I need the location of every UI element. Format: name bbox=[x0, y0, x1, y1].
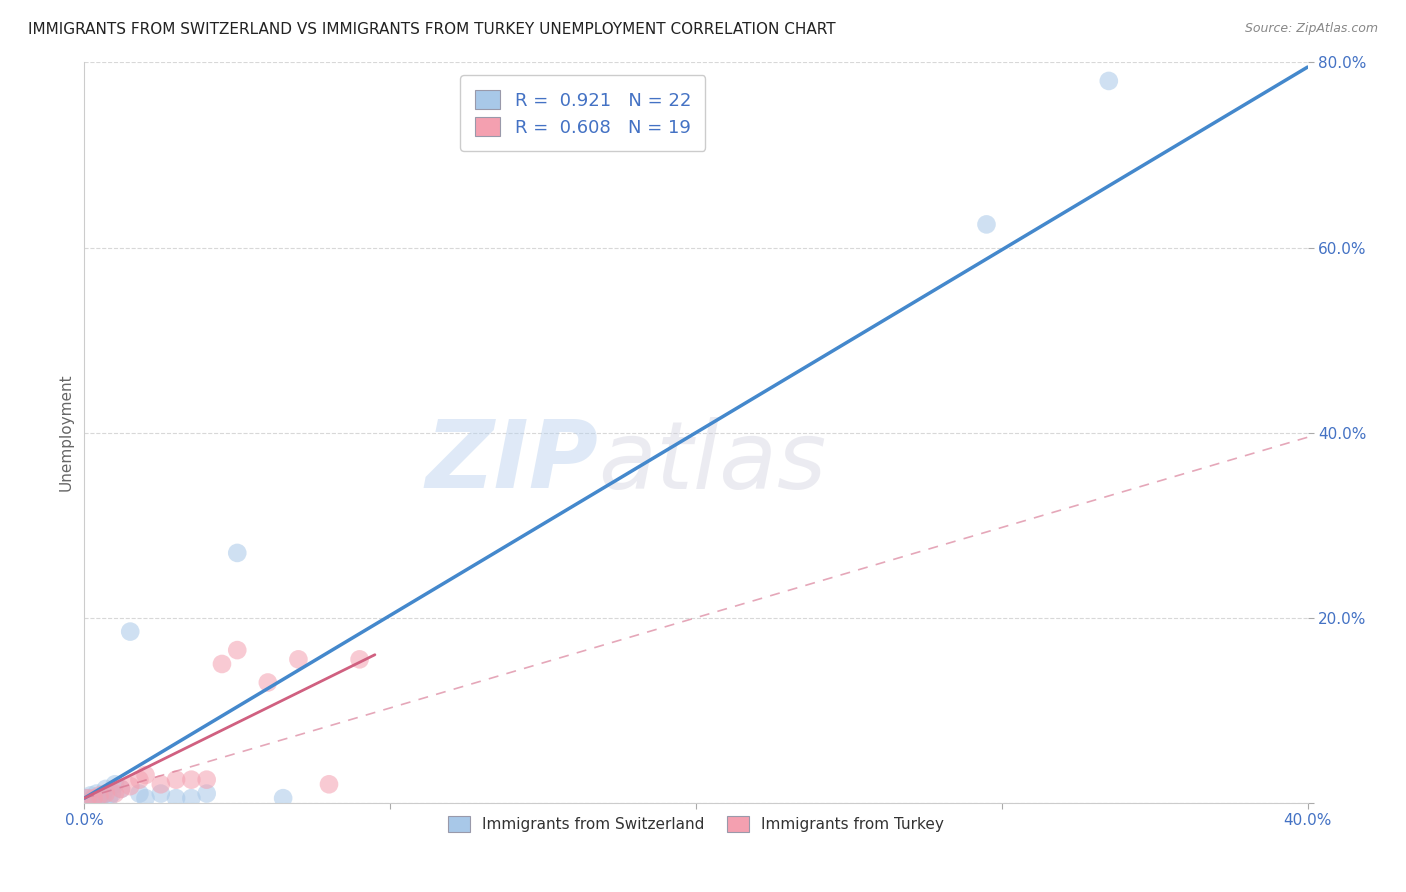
Point bbox=[89, 791, 111, 805]
Point bbox=[76, 791, 98, 805]
Point bbox=[180, 772, 202, 787]
Point bbox=[976, 218, 998, 232]
Point bbox=[91, 789, 114, 803]
Point bbox=[89, 789, 111, 803]
Point bbox=[318, 777, 340, 791]
Point bbox=[349, 652, 371, 666]
Point bbox=[79, 789, 101, 803]
Text: ZIP: ZIP bbox=[425, 417, 598, 508]
Point bbox=[287, 652, 309, 666]
Point bbox=[211, 657, 233, 671]
Point bbox=[195, 772, 218, 787]
Point bbox=[195, 787, 218, 801]
Text: Source: ZipAtlas.com: Source: ZipAtlas.com bbox=[1244, 22, 1378, 36]
Point bbox=[149, 787, 172, 801]
Text: atlas: atlas bbox=[598, 417, 827, 508]
Point bbox=[226, 546, 249, 560]
Legend: Immigrants from Switzerland, Immigrants from Turkey: Immigrants from Switzerland, Immigrants … bbox=[440, 808, 952, 839]
Point bbox=[257, 675, 280, 690]
Point bbox=[128, 787, 150, 801]
Point bbox=[94, 787, 117, 801]
Point bbox=[135, 791, 157, 805]
Point bbox=[149, 777, 172, 791]
Point bbox=[83, 791, 105, 805]
Point bbox=[104, 787, 127, 801]
Point bbox=[120, 779, 142, 793]
Point bbox=[120, 624, 142, 639]
Point bbox=[110, 781, 132, 796]
Point bbox=[83, 791, 105, 805]
Point bbox=[101, 787, 124, 801]
Point bbox=[226, 643, 249, 657]
Point bbox=[165, 772, 187, 787]
Point bbox=[86, 787, 108, 801]
Point bbox=[1098, 74, 1121, 88]
Y-axis label: Unemployment: Unemployment bbox=[58, 374, 73, 491]
Text: IMMIGRANTS FROM SWITZERLAND VS IMMIGRANTS FROM TURKEY UNEMPLOYMENT CORRELATION C: IMMIGRANTS FROM SWITZERLAND VS IMMIGRANT… bbox=[28, 22, 835, 37]
Point bbox=[180, 791, 202, 805]
Point bbox=[104, 777, 127, 791]
Point bbox=[76, 791, 98, 805]
Point bbox=[97, 791, 120, 805]
Point bbox=[110, 781, 132, 796]
Point bbox=[165, 791, 187, 805]
Point bbox=[271, 791, 294, 805]
Point bbox=[135, 768, 157, 782]
Point bbox=[94, 781, 117, 796]
Point bbox=[128, 772, 150, 787]
